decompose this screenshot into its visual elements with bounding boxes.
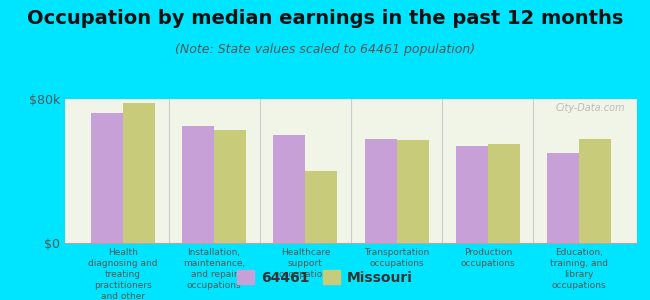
Bar	[365, 139, 396, 243]
Bar	[579, 139, 611, 243]
Bar	[547, 153, 579, 243]
Bar	[306, 171, 337, 243]
Bar	[91, 113, 123, 243]
Bar	[488, 144, 520, 243]
Bar	[214, 130, 246, 243]
Bar	[456, 146, 488, 243]
Bar	[274, 135, 305, 243]
Text: City-Data.com: City-Data.com	[556, 103, 625, 113]
Bar	[396, 140, 428, 243]
Text: Occupation by median earnings in the past 12 months: Occupation by median earnings in the pas…	[27, 9, 623, 28]
Legend: 64461, Missouri: 64461, Missouri	[231, 264, 419, 290]
Text: (Note: State values scaled to 64461 population): (Note: State values scaled to 64461 popu…	[175, 44, 475, 56]
Bar	[123, 103, 155, 243]
Bar	[182, 126, 214, 243]
